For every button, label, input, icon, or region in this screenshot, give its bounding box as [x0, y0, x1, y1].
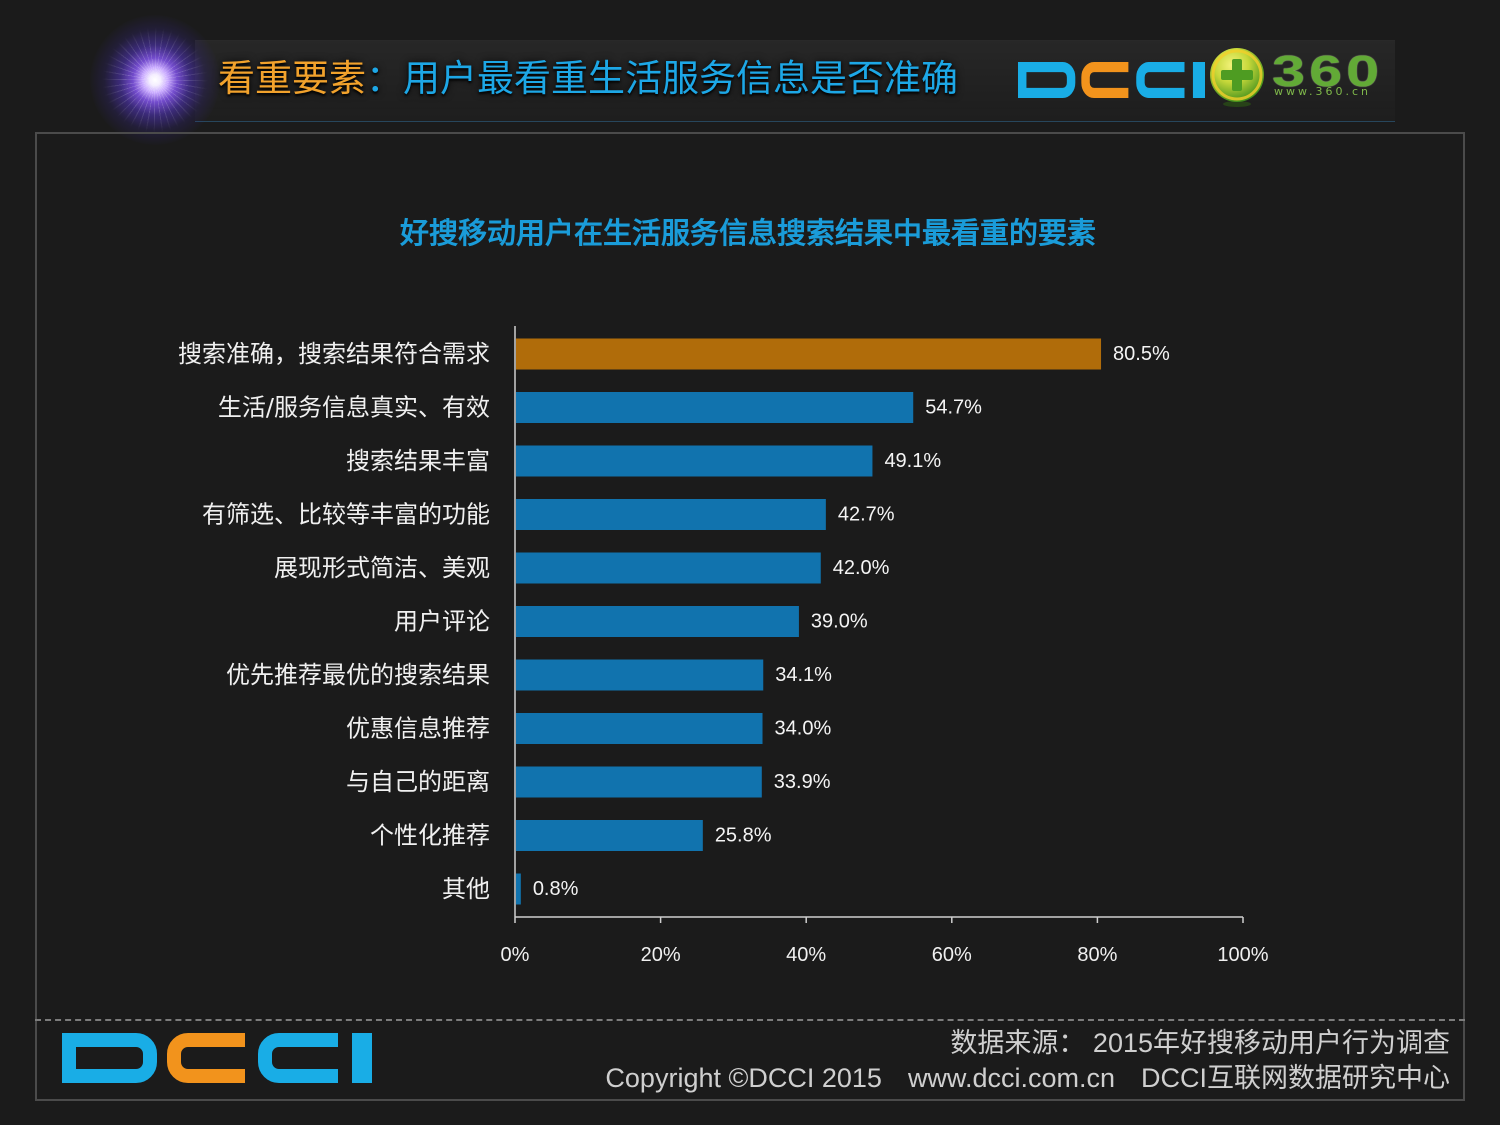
partner-logo-text: 360 — [1272, 47, 1384, 96]
logo-letter-c-orange — [1081, 62, 1129, 98]
partner-logo-url: www.360.cn — [1274, 85, 1371, 98]
chart-title: 好搜移动用户在生活服务信息搜索结果中最看重的要素 — [399, 216, 1096, 250]
logo-letter-i — [352, 1033, 372, 1083]
dcci-header-logo — [1018, 62, 1205, 98]
logo-letter-c-blue — [258, 1033, 338, 1083]
logo-letter-c-orange — [167, 1033, 245, 1083]
title-highlight: 看重要素 — [218, 57, 366, 100]
copyright-text: Copyright ©DCCI 2015 — [605, 1063, 882, 1093]
logo-letter-i — [1192, 62, 1205, 98]
footer-credits: Copyright ©DCCI 2015 www.dcci.com.cn DCCI互… — [420, 1061, 1450, 1095]
logo-letter-c-blue — [1136, 62, 1185, 98]
plus-horizontal — [1221, 70, 1253, 80]
dcci-footer-logo — [62, 1033, 372, 1083]
data-source: 数据来源： 2015年好搜移动用户行为调查 — [950, 1028, 1450, 1058]
logo-letter-d — [62, 1033, 157, 1083]
footer-divider — [35, 1019, 1465, 1021]
title-rest: ：用户最看重生活服务信息是否准确 — [366, 57, 958, 100]
starburst-icon — [90, 15, 220, 145]
orb-ring — [1211, 49, 1263, 101]
chart-panel — [35, 132, 1465, 1101]
logo-letter-d — [1018, 62, 1076, 98]
orb-shadow — [1223, 101, 1251, 107]
website-text: www.dcci.com.cn — [907, 1063, 1115, 1093]
360-logo-icon — [1210, 48, 1264, 107]
page-title: 看重要素：用户最看重生活服务信息是否准确 — [218, 54, 958, 104]
organization-text: DCCI互联网数据研究中心 — [1141, 1063, 1450, 1093]
